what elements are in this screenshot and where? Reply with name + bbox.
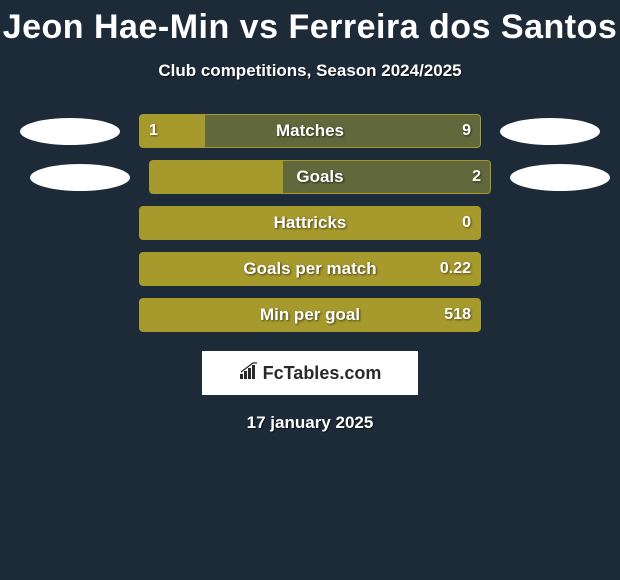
metric-label: Hattricks: [274, 213, 347, 233]
right-value: 9: [462, 122, 471, 140]
page-subtitle: Club competitions, Season 2024/2025: [0, 61, 620, 81]
logo-text: FcTables.com: [263, 363, 382, 384]
stat-row: 0.22 Goals per match: [0, 253, 620, 285]
metric-label: Goals per match: [243, 259, 376, 279]
bar-track: 1 9 Matches: [139, 114, 481, 148]
avatar-spacer: [20, 256, 120, 283]
avatar-spacer: [20, 302, 120, 329]
stat-row: 518 Min per goal: [0, 299, 620, 331]
bar-track: 2 Goals: [149, 160, 491, 194]
bar-track: 0 Hattricks: [139, 206, 481, 240]
metric-label: Matches: [276, 121, 344, 141]
bar-chart-area: 1 9 Matches 2 Goals 0 Hattricks 0.22 Goals per m…: [0, 115, 620, 331]
avatar-spacer: [500, 256, 600, 283]
left-value: 1: [149, 122, 158, 140]
stat-row: 2 Goals: [0, 161, 620, 193]
comparison-widget: Jeon Hae-Min vs Ferreira dos Santos Club…: [0, 0, 620, 580]
bar-segment-player1: [150, 161, 283, 193]
player1-avatar: [20, 118, 120, 145]
logo: FcTables.com: [239, 362, 382, 385]
metric-label: Min per goal: [260, 305, 360, 325]
right-value: 518: [444, 306, 471, 324]
footer-date: 17 january 2025: [0, 413, 620, 433]
page-title: Jeon Hae-Min vs Ferreira dos Santos: [0, 0, 620, 47]
logo-box: FcTables.com: [202, 351, 418, 395]
bar-track: 0.22 Goals per match: [139, 252, 481, 286]
bar-chart-icon: [239, 362, 259, 385]
stat-row: 1 9 Matches: [0, 115, 620, 147]
bar-track: 518 Min per goal: [139, 298, 481, 332]
stat-row: 0 Hattricks: [0, 207, 620, 239]
player1-avatar: [30, 164, 130, 191]
avatar-spacer: [20, 210, 120, 237]
avatar-spacer: [500, 302, 600, 329]
player2-avatar: [510, 164, 610, 191]
right-value: 0: [462, 214, 471, 232]
player2-avatar: [500, 118, 600, 145]
avatar-spacer: [500, 210, 600, 237]
right-value: 0.22: [440, 260, 471, 278]
metric-label: Goals: [296, 167, 343, 187]
right-value: 2: [472, 168, 481, 186]
